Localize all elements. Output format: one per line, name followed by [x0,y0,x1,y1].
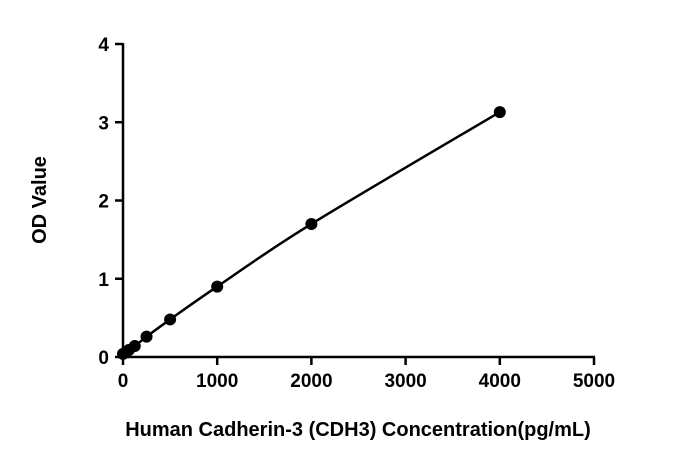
y-tick-label: 4 [98,35,109,56]
data-point [493,106,506,119]
y-ticks: 0 1 2 3 4 [98,35,123,369]
x-tick-label: 3000 [384,371,426,392]
data-point [128,340,141,353]
data-point [164,313,177,326]
axes [121,43,595,359]
x-tick-label: 0 [118,371,129,392]
x-tick-label: 4000 [479,371,521,392]
x-tick-label: 5000 [573,371,615,392]
y-axis-title: OD Value [29,156,51,244]
y-tick-label: 1 [98,270,109,291]
y-tick-label: 2 [98,192,109,213]
x-tick-label: 1000 [196,371,238,392]
data-point [211,280,224,293]
data-points [117,106,506,360]
fit-curve [122,111,501,355]
y-tick-label: 0 [98,348,109,369]
y-tick-label: 3 [98,113,109,134]
x-tick-label: 2000 [290,371,332,392]
x-ticks: 0 1000 2000 3000 4000 5000 [118,357,615,392]
x-axis-title: Human Cadherin-3 (CDH3) Concentration(pg… [125,419,591,441]
data-point [140,330,153,343]
data-point [305,217,318,230]
